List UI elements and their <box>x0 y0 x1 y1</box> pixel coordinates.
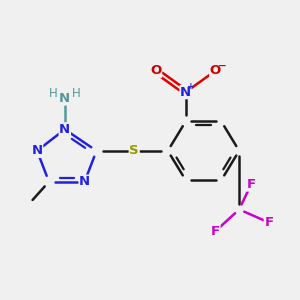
Text: F: F <box>264 216 274 229</box>
Text: O: O <box>210 64 221 77</box>
Text: F: F <box>211 225 220 238</box>
Text: F: F <box>247 178 256 191</box>
Text: N: N <box>32 144 43 157</box>
Text: S: S <box>129 144 139 157</box>
Text: +: + <box>187 82 195 91</box>
Text: N: N <box>79 175 90 188</box>
Text: N: N <box>59 123 70 136</box>
Text: O: O <box>150 64 162 77</box>
Text: N: N <box>180 85 191 99</box>
Text: H: H <box>72 87 81 100</box>
Text: H: H <box>49 87 58 100</box>
Text: N: N <box>59 92 70 105</box>
Text: −: − <box>218 61 227 70</box>
